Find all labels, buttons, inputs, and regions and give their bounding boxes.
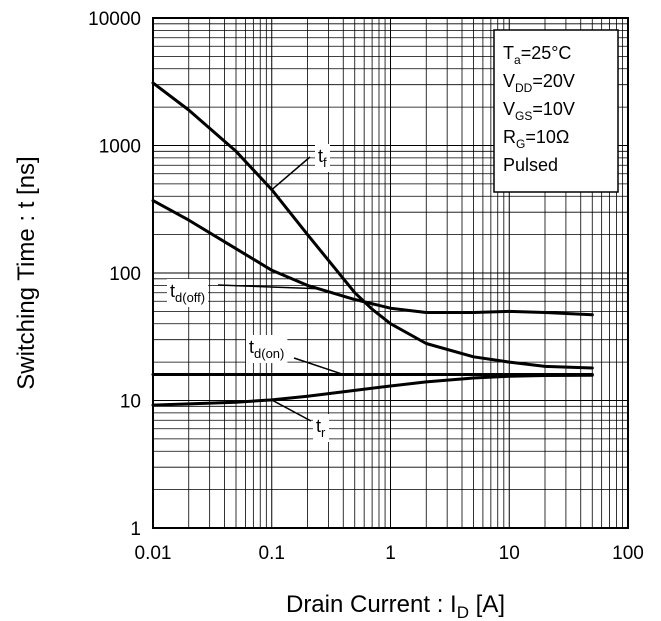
curve-label-td-on: td(on) <box>249 337 284 361</box>
conditions-box <box>493 29 619 193</box>
series-line-tr <box>151 373 594 407</box>
condition-line: VDD=20V <box>503 71 575 95</box>
condition-line: Ta=25°C <box>503 43 571 67</box>
conditions-legend: Ta=25°C VDD=20V VGS=10V RG=10Ω Pulsed <box>493 29 619 193</box>
curve-label-tr: tr <box>316 416 326 440</box>
x-tick-label: 1 <box>385 543 396 564</box>
x-tick-label: 0.1 <box>259 543 285 564</box>
label-leader-lines <box>217 156 344 422</box>
y-tick-label: 10000 <box>88 9 141 30</box>
condition-line: RG=10Ω <box>503 127 569 151</box>
series-line-tf <box>151 81 594 370</box>
x-axis-label: Drain Current : ID [A] <box>286 591 505 621</box>
leader-line <box>293 357 344 376</box>
series-line-td-off <box>151 199 594 317</box>
y-tick-label: 100 <box>109 264 141 285</box>
curves <box>151 81 594 407</box>
condition-line: Pulsed <box>503 155 558 175</box>
condition-line: VGS=10V <box>503 99 575 123</box>
x-tick-label: 100 <box>612 543 644 564</box>
plot-frame <box>152 17 629 529</box>
grid <box>152 18 628 529</box>
curve-label-bg <box>246 335 288 363</box>
y-axis-label: Switching Time : t [ns] <box>13 156 40 389</box>
curve-labels: tf td(off) td(on) tr <box>167 144 331 442</box>
y-tick-label: 1000 <box>99 137 141 158</box>
y-tick-label: 1 <box>130 519 141 540</box>
x-tick-label: 10 <box>499 543 520 564</box>
curve-label-bg <box>313 414 330 442</box>
x-tick-labels: 0.01 0.1 1 10 100 <box>135 543 644 564</box>
curve-label-tf: tf <box>318 146 327 170</box>
y-tick-labels: 1 10 100 1000 10000 <box>88 9 141 540</box>
leader-line <box>271 156 311 191</box>
x-tick-label: 0.01 <box>135 543 172 564</box>
curve-label-bg <box>167 279 209 307</box>
leader-line <box>271 399 312 422</box>
curve-label-bg <box>315 144 331 172</box>
curve-label-td-off: td(off) <box>170 281 205 305</box>
y-tick-label: 10 <box>120 392 141 413</box>
leader-line <box>217 284 320 290</box>
